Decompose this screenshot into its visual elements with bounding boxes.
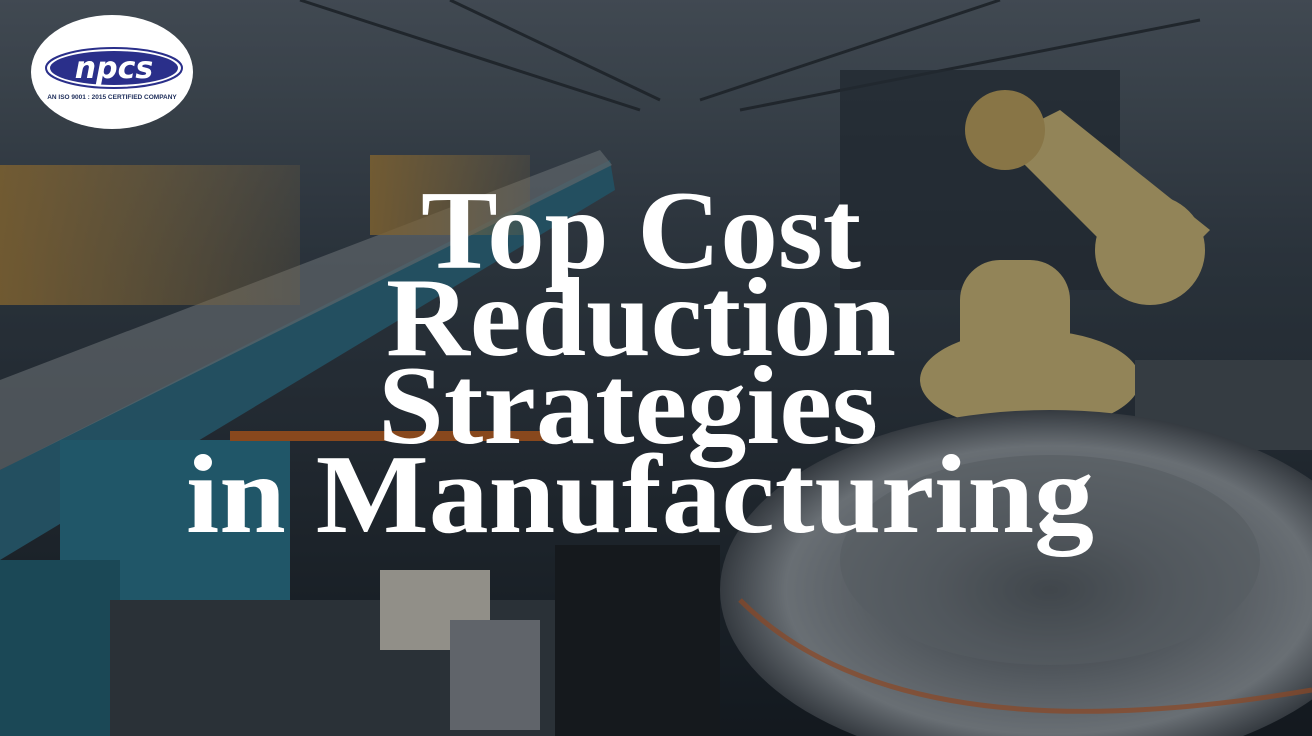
machine [0,560,120,736]
logo-oval [50,51,178,85]
grate [555,545,720,736]
logo-ring [45,47,183,89]
plate [450,620,540,730]
robot-arm [920,90,1210,430]
disc-inner [840,455,1260,665]
logo-tagline: AN ISO 9001 : 2015 CERTIFIED COMPANY [47,94,177,101]
logo-brand: npcs [75,51,153,86]
disc-streak [738,598,1312,714]
orange-rail [230,431,550,441]
boxes-blur [370,155,530,235]
logo: npcs AN ISO 9001 : 2015 CERTIFIED COMPAN… [31,15,193,129]
title-line: in Manufacturing [186,433,1094,557]
title-line: Strategies [378,344,878,468]
boxes-blur [0,165,300,305]
title-line: Reduction [386,256,896,380]
ceiling [299,0,1201,112]
title-line: Top Cost [421,169,861,293]
